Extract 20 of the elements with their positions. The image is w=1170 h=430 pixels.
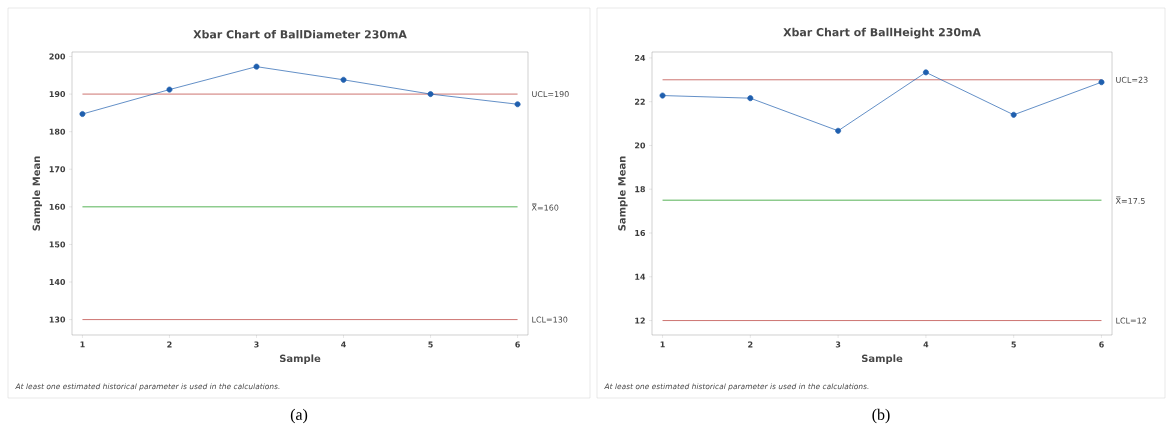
- chart-title: Xbar Chart of BallHeight 230mA: [783, 27, 981, 39]
- point: [514, 101, 521, 108]
- point: [835, 127, 842, 134]
- chart-title: Xbar Chart of BallDiameter 230mA: [193, 30, 407, 39]
- text: (b): [872, 408, 890, 424]
- point: [659, 92, 666, 99]
- y-axis-title: Sample Mean: [32, 156, 43, 231]
- point: [922, 69, 929, 76]
- point: [79, 111, 86, 117]
- point: [747, 95, 754, 102]
- point: [1098, 79, 1105, 86]
- y-axis-title: Sample Mean: [617, 156, 628, 231]
- point: [1010, 111, 1017, 118]
- point: [427, 91, 434, 98]
- x-axis-title: Sample: [279, 354, 321, 365]
- point: [253, 63, 260, 70]
- text: (a): [290, 408, 308, 424]
- point: [340, 76, 347, 83]
- point: [166, 86, 173, 93]
- x-axis-title: Sample: [861, 354, 903, 365]
